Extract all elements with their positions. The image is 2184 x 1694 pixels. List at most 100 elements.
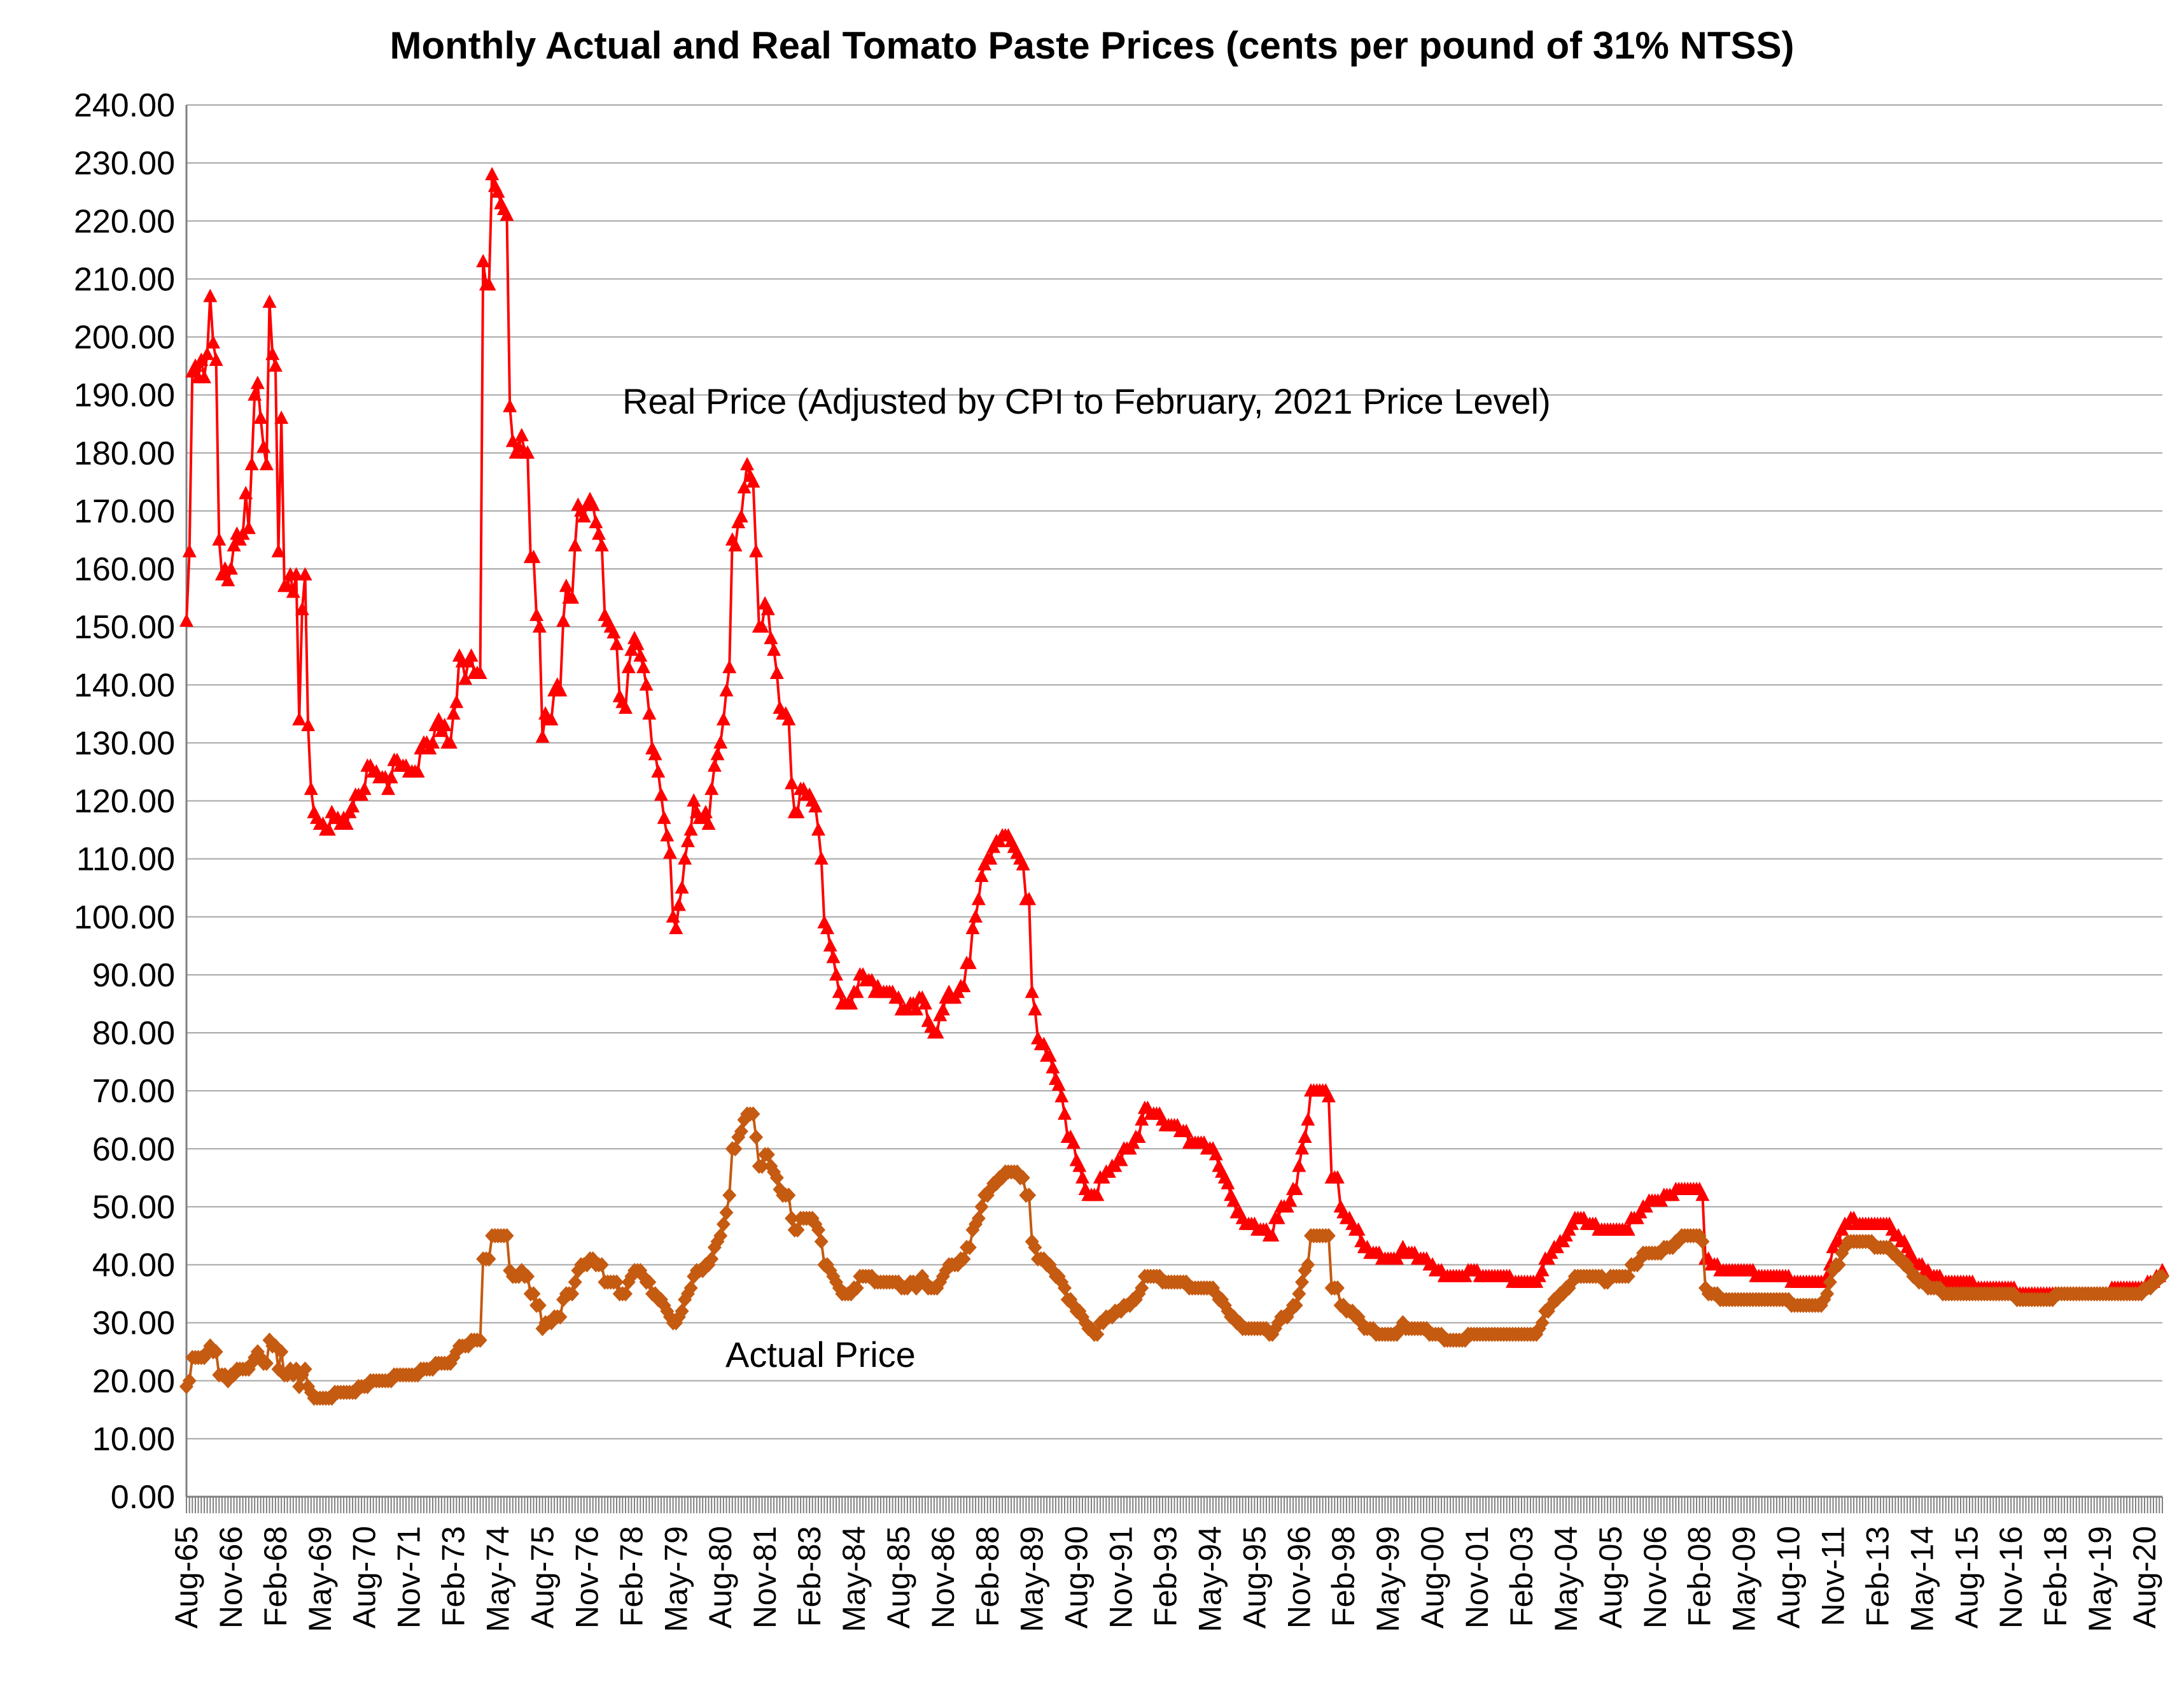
data-point-real (589, 515, 603, 529)
y-tick-label: 170.00 (74, 493, 175, 530)
data-point-real (746, 474, 760, 488)
y-tick-label: 160.00 (74, 551, 175, 588)
y-tick-label: 200.00 (74, 319, 175, 356)
data-point-actual (1330, 1280, 1345, 1296)
data-point-actual (719, 1205, 734, 1221)
data-point-actual (971, 1210, 986, 1226)
data-point-actual (482, 1251, 496, 1267)
x-tick-label: Feb-93 (1148, 1526, 1184, 1627)
data-point-real (556, 613, 571, 627)
data-point-real (1067, 1135, 1081, 1149)
data-point-real (1051, 1077, 1066, 1091)
x-tick-label: Feb-18 (2038, 1526, 2073, 1627)
data-point-actual (790, 1222, 805, 1238)
x-tick-label: Feb-78 (613, 1526, 649, 1627)
data-point-actual (1058, 1280, 1072, 1296)
y-tick-label: 60.00 (92, 1131, 175, 1168)
data-point-real (250, 375, 265, 389)
data-point-real (737, 480, 752, 494)
y-tick-label: 210.00 (74, 261, 175, 298)
x-tick-label: Aug-70 (347, 1526, 382, 1628)
data-point-real (262, 294, 277, 308)
data-point-real (749, 543, 764, 557)
data-point-real (1351, 1222, 1366, 1236)
x-tick-label: Nov-96 (1281, 1526, 1317, 1628)
x-tick-label: Nov-76 (569, 1526, 605, 1628)
real-price-annotation: Real Price (Adjusted by CPI to February,… (622, 381, 1551, 421)
data-point-real (271, 543, 286, 557)
data-point-real (221, 573, 235, 587)
data-point-actual (2155, 1268, 2169, 1284)
data-point-real (253, 410, 268, 424)
data-point-actual (1321, 1228, 1336, 1243)
data-point-actual (956, 1251, 971, 1267)
data-point-real (505, 433, 520, 447)
data-point-real (918, 996, 932, 1010)
data-point-actual (734, 1123, 748, 1139)
data-point-actual (785, 1210, 799, 1226)
data-point-real (346, 799, 360, 813)
data-point-real (814, 851, 829, 865)
data-point-actual (1289, 1298, 1303, 1313)
data-point-real (1289, 1182, 1303, 1195)
x-tick-label: May-09 (1726, 1526, 1762, 1632)
x-tick-label: May-14 (1904, 1526, 1940, 1632)
data-point-real (666, 909, 680, 923)
data-point-real (464, 648, 479, 662)
data-point-real (657, 810, 671, 824)
data-point-actual (553, 1309, 568, 1325)
series-real (179, 167, 2169, 1300)
data-point-real (565, 590, 580, 604)
y-tick-label: 190.00 (74, 377, 175, 414)
axes (185, 105, 2163, 1513)
data-point-real (206, 335, 220, 349)
series-layer (179, 167, 2169, 1406)
x-tick-label: Feb-08 (1682, 1526, 1718, 1627)
data-point-real (1058, 1106, 1072, 1120)
data-point-real (265, 346, 280, 360)
data-point-real (971, 892, 986, 906)
x-tick-label: Nov-86 (925, 1526, 961, 1628)
x-tick-label: Nov-06 (1637, 1526, 1673, 1628)
data-point-real (292, 711, 307, 725)
y-tick-label: 90.00 (92, 957, 175, 994)
data-point-real (767, 642, 781, 656)
data-point-real (476, 254, 491, 267)
x-tick-label: Nov-11 (1816, 1526, 1851, 1626)
data-point-real (1025, 984, 1039, 998)
data-point-real (680, 834, 695, 848)
data-point-real (274, 410, 289, 424)
data-point-actual (814, 1234, 829, 1249)
data-point-real (1295, 1141, 1309, 1155)
data-point-real (239, 486, 253, 500)
data-point-actual (565, 1286, 580, 1302)
x-tick-label: Aug-20 (2127, 1526, 2162, 1628)
data-point-real (619, 700, 633, 714)
data-point-real (503, 398, 517, 412)
data-point-real (248, 387, 262, 401)
data-point-real (639, 677, 654, 691)
data-point-real (728, 538, 743, 552)
data-point-real (410, 764, 425, 778)
data-point-real (449, 694, 464, 708)
data-point-actual (675, 1303, 689, 1319)
x-tick-label: May-84 (836, 1526, 872, 1632)
data-point-actual (974, 1199, 989, 1215)
data-point-real (823, 938, 837, 952)
data-point-actual (728, 1141, 743, 1157)
data-point-actual (749, 1130, 764, 1145)
x-tick-label: Aug-75 (525, 1526, 561, 1628)
data-point-real (212, 532, 227, 546)
data-point-real (431, 711, 446, 725)
data-point-real (295, 601, 309, 615)
x-tick-label: Aug-00 (1415, 1526, 1450, 1628)
x-tick-label: Nov-91 (1103, 1526, 1139, 1628)
x-tick-label: Nov-01 (1459, 1526, 1495, 1628)
y-tick-label: 110.00 (76, 841, 175, 878)
data-point-actual (568, 1274, 582, 1290)
data-point-actual (1016, 1170, 1030, 1186)
data-point-real (683, 822, 698, 836)
data-point-real (1292, 1158, 1306, 1172)
data-point-real (719, 683, 734, 697)
